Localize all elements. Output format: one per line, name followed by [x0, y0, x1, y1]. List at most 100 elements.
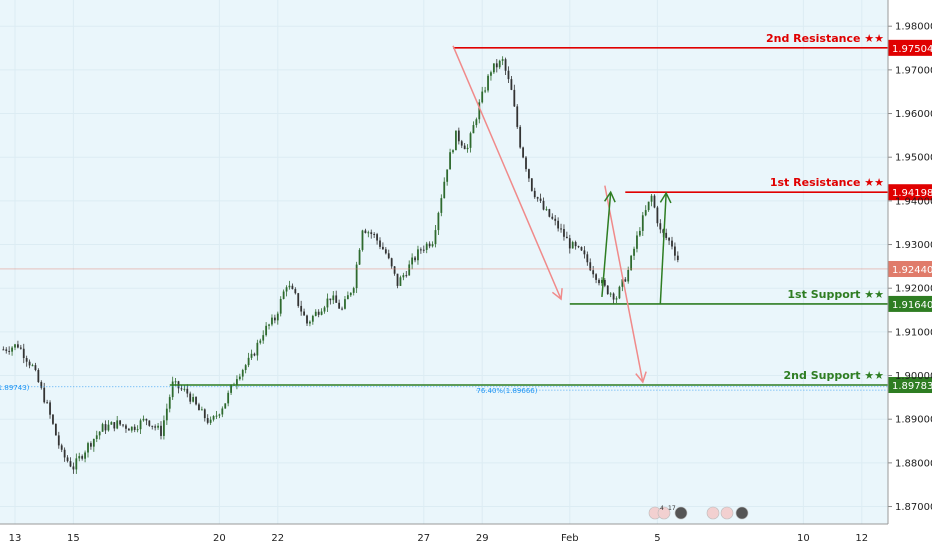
y-tick-label: 1.92000	[895, 284, 932, 295]
candle-body	[419, 249, 422, 251]
candle-body	[434, 230, 437, 245]
candle-body	[627, 269, 630, 282]
candle-body	[601, 279, 603, 284]
candle-body	[224, 403, 227, 409]
candle-body	[300, 305, 303, 312]
candle-body	[674, 246, 676, 256]
plot-background	[0, 0, 888, 524]
candle-body	[271, 317, 273, 325]
candle-body	[495, 63, 498, 68]
arrow-down-shaft	[452, 45, 562, 300]
candle-body	[101, 424, 104, 432]
candle-body	[364, 230, 367, 233]
candle-body	[5, 349, 8, 351]
candle-body	[662, 229, 665, 233]
y-tick-label: 1.90000	[895, 371, 932, 382]
candle-body	[87, 443, 89, 453]
candle-body	[14, 344, 16, 348]
candle-body	[63, 449, 66, 458]
candle-body	[136, 429, 139, 431]
candle-body	[580, 247, 583, 251]
candle-body	[542, 200, 545, 210]
candle-body	[592, 270, 595, 275]
candle-body	[203, 409, 206, 419]
candle-body	[171, 381, 174, 398]
candle-body	[361, 230, 364, 250]
candle-body	[69, 461, 72, 467]
candle-body	[533, 190, 536, 198]
y-tick-label: 1.96000	[895, 109, 932, 120]
candle-body	[557, 220, 560, 229]
candle-body	[125, 425, 127, 429]
candle-body	[122, 424, 124, 426]
candle-body	[463, 145, 466, 150]
candle-body	[376, 234, 378, 241]
candle-body	[510, 79, 513, 90]
candle-body	[469, 133, 472, 148]
s1-label: 1st Support ★★	[787, 288, 884, 301]
candle-body	[309, 321, 311, 324]
candle-body	[160, 425, 162, 436]
candle-body	[244, 365, 247, 371]
candle-body	[259, 340, 262, 343]
x-tick-label: Feb	[561, 533, 579, 544]
candle-body	[393, 266, 396, 274]
candle-body	[43, 387, 46, 403]
candle-body	[405, 275, 408, 277]
candle-body	[577, 246, 580, 248]
event-icon	[657, 506, 671, 520]
candle-body	[19, 347, 22, 349]
candle-body	[107, 424, 110, 431]
candle-body	[460, 141, 463, 146]
candle-body	[367, 232, 370, 234]
grid-layer	[0, 0, 888, 524]
r1-label: 1st Resistance ★★	[770, 176, 884, 189]
candle-body	[612, 293, 615, 300]
arrow-up-head	[603, 190, 616, 203]
event-badge-count: 17	[668, 505, 676, 512]
candle-body	[498, 60, 501, 68]
candle-body	[198, 404, 200, 411]
candle-body	[22, 348, 25, 359]
x-tick-label: 15	[67, 533, 80, 544]
candle-body	[215, 415, 218, 417]
candle-body	[530, 178, 533, 191]
candle-body	[8, 350, 11, 352]
candle-body	[443, 181, 446, 199]
candle-body	[352, 288, 355, 293]
candle-body	[481, 91, 484, 103]
candle-body	[323, 307, 326, 312]
candle-body	[455, 130, 457, 151]
candle-body	[320, 311, 323, 315]
candle-body	[157, 425, 159, 428]
candle-body	[411, 257, 414, 265]
candle-body	[119, 420, 122, 425]
candle-body	[519, 126, 522, 148]
s2-price-value: 1.89783	[892, 381, 932, 392]
candle-body	[46, 402, 49, 404]
candle-body	[279, 298, 282, 314]
candle-body	[598, 279, 600, 284]
candle-body	[390, 258, 393, 267]
candle-body	[659, 223, 662, 230]
x-tick-label: 29	[476, 533, 489, 544]
candle-body	[341, 308, 343, 310]
candle-body	[142, 418, 145, 421]
candle-body	[425, 243, 428, 250]
y-tick-label: 1.95000	[895, 153, 932, 164]
candle-body	[168, 397, 171, 409]
candle-body	[218, 414, 221, 416]
candle-body	[606, 285, 609, 294]
candle-body	[379, 240, 381, 247]
candle-body	[314, 311, 317, 316]
fib-label: 76.40%(1.89666)	[476, 387, 537, 395]
candle-body	[31, 365, 34, 367]
y-tick-label: 1.88000	[895, 458, 932, 469]
candle-body	[297, 293, 300, 306]
candle-body	[113, 422, 116, 429]
candle-body	[247, 357, 250, 366]
candle-body	[522, 147, 524, 158]
candle-body	[630, 255, 633, 270]
candle-body	[440, 198, 443, 213]
